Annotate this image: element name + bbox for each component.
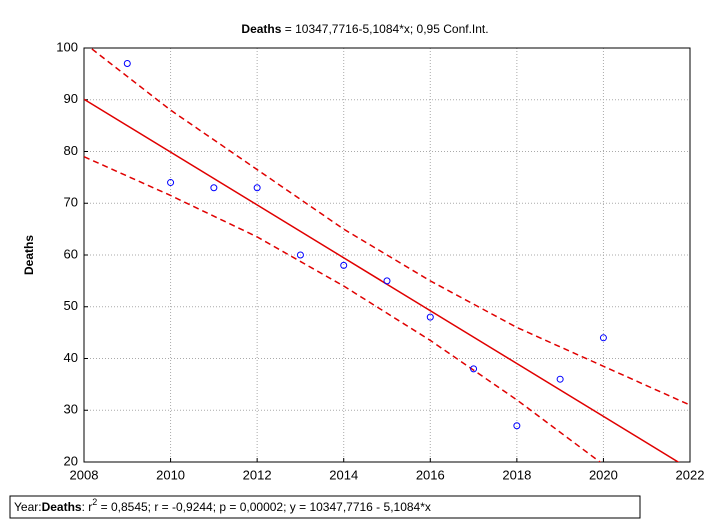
point: [296, 251, 304, 259]
confidence-upper: [89, 48, 690, 406]
stats-part: = 0,8545; r = -0,9244; p = 0,00002; y = …: [97, 500, 431, 514]
stats-box: [9, 495, 641, 519]
y-tick-label: 60: [64, 246, 78, 261]
x-tick-label: 2022: [676, 467, 705, 482]
y-tick-label: 70: [64, 195, 78, 210]
x-tick-label: 2020: [589, 467, 618, 482]
x-tick-label: 2016: [416, 467, 445, 482]
y-axis-label: Deaths: [22, 235, 36, 275]
plot-frame: [83, 47, 691, 463]
point: [123, 60, 131, 68]
y-tick-label: 100: [56, 39, 78, 54]
point: [253, 184, 261, 192]
point: [556, 375, 564, 383]
x-tick-label: 2008: [70, 467, 99, 482]
stats-sup: 2: [92, 497, 97, 507]
stats-part: Year:: [14, 500, 42, 514]
y-tick-label: 20: [64, 453, 78, 468]
point: [383, 277, 391, 285]
y-tick-label: 30: [64, 402, 78, 417]
chart-title: Deaths = 10347,7716-5,1084*x; 0,95 Conf.…: [241, 22, 488, 36]
confidence-lower: [84, 155, 602, 462]
stats-text: Year:Deaths: r2 = 0,8545; r = -0,9244; p…: [14, 497, 431, 514]
plot-area: [84, 48, 690, 462]
y-tick-label: 50: [64, 298, 78, 313]
y-tick-label: 80: [64, 143, 78, 158]
point: [470, 365, 478, 373]
point: [340, 261, 348, 269]
point: [513, 422, 521, 430]
title-rest: = 10347,7716-5,1084*x; 0,95 Conf.Int.: [281, 22, 488, 36]
point: [599, 334, 607, 342]
stats-part: Deaths: [42, 500, 82, 514]
x-tick-label: 2018: [502, 467, 531, 482]
stats-part: : r: [82, 500, 93, 514]
point: [167, 179, 175, 187]
point: [426, 313, 434, 321]
y-tick-label: 90: [64, 91, 78, 106]
x-tick-label: 2012: [243, 467, 272, 482]
x-tick-label: 2010: [156, 467, 185, 482]
point: [210, 184, 218, 192]
y-tick-label: 40: [64, 350, 78, 365]
x-tick-label: 2014: [329, 467, 358, 482]
title-bold: Deaths: [241, 22, 281, 36]
